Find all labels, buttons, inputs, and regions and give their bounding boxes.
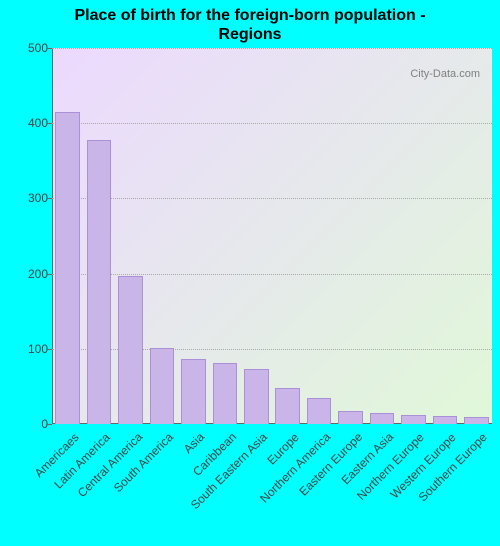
y-tick-label: 200 [0, 267, 48, 281]
gridline [52, 274, 492, 275]
bar [433, 416, 458, 424]
bar [181, 359, 206, 424]
y-tick [47, 349, 52, 350]
y-tick [47, 48, 52, 49]
y-tick [47, 123, 52, 124]
chart-container: Place of birth for the foreign-born popu… [0, 0, 500, 546]
bar [87, 140, 112, 424]
bar [275, 388, 300, 424]
y-tick [47, 198, 52, 199]
y-tick-label: 0 [0, 417, 48, 431]
bar [118, 276, 143, 424]
bar [338, 411, 363, 424]
y-tick-label: 100 [0, 342, 48, 356]
y-tick-label: 400 [0, 116, 48, 130]
gridline [52, 48, 492, 49]
x-tick-label: Asia [181, 430, 207, 456]
y-tick-label: 300 [0, 191, 48, 205]
bar [244, 369, 269, 424]
bar [213, 363, 238, 424]
y-tick [47, 274, 52, 275]
y-tick-label: 500 [0, 41, 48, 55]
y-axis-line [52, 48, 53, 424]
bar [307, 398, 332, 424]
bar [55, 112, 80, 424]
gridline [52, 123, 492, 124]
bar [464, 417, 489, 424]
gridline [52, 198, 492, 199]
plot-area [52, 48, 492, 424]
bar [401, 415, 426, 424]
source-label: City-Data.com [410, 68, 480, 80]
bar [370, 413, 395, 424]
chart-title: Place of birth for the foreign-born popu… [0, 6, 500, 44]
bar [150, 348, 175, 424]
y-tick [47, 424, 52, 425]
